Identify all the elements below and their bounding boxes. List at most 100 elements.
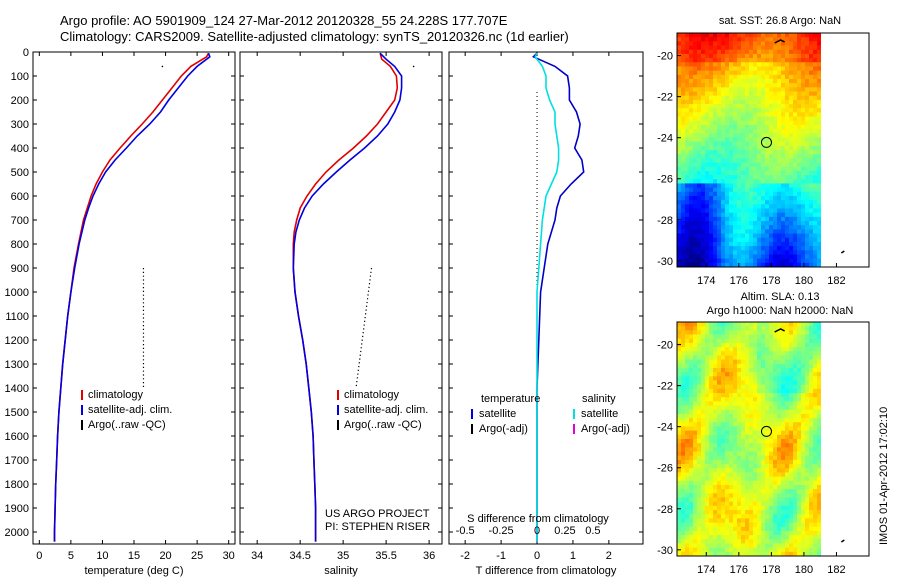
project-annotation: PI: STEPHEN RISER — [325, 521, 430, 533]
map-x-tick-label: 178 — [762, 564, 780, 576]
y-tick-label: 800 — [11, 239, 29, 251]
argo-point — [161, 65, 164, 68]
x-tick-label: 0 — [36, 550, 42, 562]
series-line-climatology — [292, 52, 399, 542]
s-tick-label: -0.25 — [489, 525, 514, 537]
sst-map-title: sat. SST: 26.8 Argo: NaN — [718, 15, 842, 27]
legend-label: satellite-adj. clim. — [344, 404, 428, 416]
legend-label: satellite-adj. clim. — [88, 404, 172, 416]
map-x-tick-label: 180 — [795, 275, 813, 287]
map-y-tick-label: -30 — [657, 545, 673, 557]
argo-profile-dots — [355, 267, 373, 389]
x-tick-label: 34 — [251, 550, 263, 562]
sla-map-title-line1: Altim. SLA: 0.13 — [740, 291, 820, 303]
y-tick-label: 1300 — [5, 359, 29, 371]
x-tick-label: 10 — [96, 550, 108, 562]
map-y-tick-label: -22 — [657, 92, 673, 104]
map-x-tick-label: 176 — [730, 275, 748, 287]
map-y-tick-label: -30 — [657, 256, 673, 268]
y-tick-label: 600 — [11, 191, 29, 203]
difference-panel-frame — [448, 51, 644, 545]
legend-label: climatology — [88, 389, 144, 401]
map-4-field — [677, 322, 822, 557]
series-line-temperature-satellite — [532, 52, 585, 542]
x-tick-label: 5 — [68, 550, 74, 562]
map-x-tick-label: 178 — [762, 275, 780, 287]
series-line-satellite-adj-clim- — [292, 52, 403, 542]
map-y-tick-label: -24 — [657, 133, 673, 145]
argo-point — [412, 65, 415, 68]
x-tick-label: 30 — [223, 550, 235, 562]
legend-label: Argo(-adj) — [479, 423, 528, 435]
legend-label: climatology — [344, 389, 400, 401]
map-y-tick-label: -26 — [657, 463, 673, 475]
map-x-tick-label: 174 — [697, 564, 715, 576]
map-y-tick-label: -26 — [657, 174, 673, 186]
profile-panel-0-frame — [32, 51, 236, 545]
y-tick-label: 1900 — [5, 503, 29, 515]
s-tick-label: 0.5 — [585, 525, 600, 537]
map-y-tick-label: -28 — [657, 504, 673, 516]
y-tick-label: 0 — [23, 47, 29, 59]
map-frame — [676, 321, 870, 557]
project-annotation: US ARGO PROJECT — [325, 508, 430, 520]
island-mark — [840, 539, 845, 543]
map-x-tick-label: 182 — [827, 564, 845, 576]
figure-title-line2: Climatology: CARS2009. Satellite-adjuste… — [60, 29, 569, 44]
s-tick-label: 0.25 — [554, 525, 575, 537]
legend-label: Argo(..raw -QC) — [344, 419, 422, 431]
island-mark — [774, 39, 785, 44]
argo-location-marker — [760, 136, 772, 148]
x-tick-label: 20 — [159, 550, 171, 562]
y-tick-label: 1800 — [5, 479, 29, 491]
y-tick-label: 400 — [11, 143, 29, 155]
y-tick-label: 2000 — [5, 527, 29, 539]
x-tick-label: 0 — [534, 550, 540, 562]
s-tick-label: 0 — [534, 525, 540, 537]
y-tick-label: 500 — [11, 167, 29, 179]
y-tick-label: 1100 — [5, 311, 29, 323]
x-tick-label: 36 — [423, 550, 435, 562]
x-tick-label: 25 — [191, 550, 203, 562]
map-y-tick-label: -22 — [657, 381, 673, 393]
x-tick-label: 34.5 — [289, 550, 310, 562]
y-tick-label: 1700 — [5, 455, 29, 467]
s-axis-label: S difference from climatology — [467, 513, 609, 525]
argo-location-marker — [760, 425, 772, 437]
map-y-tick-label: -28 — [657, 215, 673, 227]
y-tick-label: 1400 — [5, 383, 29, 395]
map-y-tick-label: -20 — [657, 340, 673, 352]
y-tick-label: 1200 — [5, 335, 29, 347]
y-tick-label: 1000 — [5, 287, 29, 299]
x-tick-label: 35 — [337, 550, 349, 562]
map-x-tick-label: 176 — [730, 564, 748, 576]
x-tick-label: 35.5 — [375, 550, 396, 562]
y-tick-label: 1600 — [5, 431, 29, 443]
map-frame — [676, 32, 870, 268]
x-tick-label: -2 — [460, 550, 470, 562]
series-line-climatology — [53, 52, 210, 542]
y-tick-label: 200 — [11, 95, 29, 107]
legend-heading: temperature — [481, 393, 540, 405]
map-no-data-area — [821, 33, 869, 267]
map-y-tick-label: -24 — [657, 422, 673, 434]
legend-label: Argo(..raw -QC) — [88, 419, 166, 431]
legend-heading: salinity — [582, 393, 616, 405]
legend-label: satellite — [479, 408, 516, 420]
map-3-field — [677, 33, 822, 268]
x-tick-label: 2 — [606, 550, 612, 562]
map-no-data-area — [821, 322, 869, 556]
x-tick-label: 15 — [128, 550, 140, 562]
x-axis-label: salinity — [324, 565, 358, 577]
figure-title-line1: Argo profile: AO 5901909_124 27-Mar-2012… — [60, 13, 508, 28]
map-x-tick-label: 182 — [827, 275, 845, 287]
map-y-tick-label: -20 — [657, 51, 673, 63]
y-tick-label: 1500 — [5, 407, 29, 419]
x-tick-label: -1 — [496, 550, 506, 562]
legend-label: Argo(-adj) — [581, 423, 630, 435]
y-tick-label: 100 — [11, 71, 29, 83]
y-tick-label: 700 — [11, 215, 29, 227]
island-mark — [774, 328, 785, 333]
map-x-tick-label: 174 — [697, 275, 715, 287]
